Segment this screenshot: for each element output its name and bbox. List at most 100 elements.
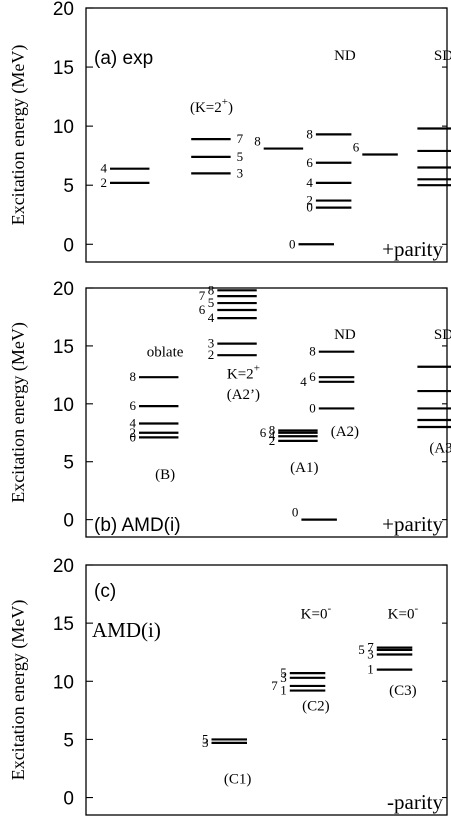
y-tick-label: 10 xyxy=(53,395,74,416)
spin-label: 5 xyxy=(202,731,209,746)
y-tick-label: 15 xyxy=(53,337,74,358)
y-tick-label: 5 xyxy=(63,176,74,197)
spin-label: 6 xyxy=(306,155,313,170)
annotation-a1: (A1) xyxy=(290,460,318,476)
spin-label: 0 xyxy=(306,200,313,215)
spin-label: 6 xyxy=(130,398,137,413)
spin-label: 5 xyxy=(358,642,365,657)
band: 7 53 xyxy=(191,131,244,180)
spin-label: 8 xyxy=(208,282,215,297)
plot-frame xyxy=(85,7,448,263)
y-tick-label: 0 xyxy=(63,511,74,532)
spin-label: 2 xyxy=(306,193,313,208)
spin-label: 8 xyxy=(269,422,276,437)
spin-label: 4 xyxy=(130,416,137,431)
spin-label: 4 xyxy=(101,161,108,176)
spin-label: 3 xyxy=(237,165,244,180)
annotation-sd: SD xyxy=(434,48,451,64)
spin-label: 8 xyxy=(309,344,316,359)
annotation-c3: (C3) xyxy=(389,683,417,699)
spin-label: 4 xyxy=(306,175,313,190)
spin-label: 7 xyxy=(199,288,206,303)
spin-label: 3 xyxy=(367,647,374,662)
spin-label: 3 xyxy=(280,670,287,685)
spin-label: 0 xyxy=(130,429,137,444)
annotation-a2: (A2) xyxy=(331,424,359,440)
band: 6 xyxy=(353,139,398,156)
band: 86 42 xyxy=(260,422,318,448)
band: 0 xyxy=(292,505,337,521)
y-tick-label: 5 xyxy=(63,453,74,474)
annotation-c2-k: K=0- xyxy=(301,602,332,622)
spin-label: 7 xyxy=(237,131,244,146)
y-tick-label: 10 xyxy=(53,117,74,138)
band: 87 564 32 xyxy=(199,282,257,362)
y-tick-label: 20 xyxy=(53,0,74,20)
annotation-sd: SD xyxy=(434,327,451,343)
band: 8 6 4 20 xyxy=(306,126,352,215)
y-tick-label: 20 xyxy=(53,279,74,300)
spin-label: 3 xyxy=(202,735,209,750)
band: 53 xyxy=(202,731,247,750)
panel-label: (c) xyxy=(94,581,116,602)
y-tick-label: 15 xyxy=(53,58,74,79)
spin-label: 6 xyxy=(199,302,206,317)
spin-label: 7 xyxy=(271,678,278,693)
band: 75 31 xyxy=(358,640,413,677)
panel-label: (b) AMD(i) xyxy=(94,515,181,536)
spin-label: 5 xyxy=(280,665,287,680)
spin-label: 4 xyxy=(208,310,215,325)
y-tick-label: 0 xyxy=(63,235,74,256)
annotation-a2p-k: K=2+ xyxy=(227,362,260,382)
y-tick-label: 5 xyxy=(63,730,74,751)
spin-label: 4 xyxy=(269,428,276,443)
spin-label: 8 xyxy=(254,134,261,149)
band: 42 xyxy=(101,161,150,190)
annotation-b: (B) xyxy=(155,467,175,483)
spin-label: 6 xyxy=(309,369,316,384)
annotation-c2: (C2) xyxy=(302,698,330,714)
y-tick-label: 0 xyxy=(63,789,74,810)
spin-label: 4 xyxy=(300,374,307,389)
spin-label: 3 xyxy=(208,336,215,351)
annotation-a2p: (A2’) xyxy=(227,387,260,403)
spin-label: 0 xyxy=(309,400,316,415)
y-tick-label: 15 xyxy=(53,614,74,635)
spin-label: 1 xyxy=(367,662,374,677)
spin-label: 0 xyxy=(289,236,296,251)
y-tick-label: 20 xyxy=(53,556,74,577)
annotation-a3: (A3) xyxy=(429,440,451,456)
annotation-nd: ND xyxy=(334,327,356,343)
plot-frame xyxy=(85,564,448,816)
annotation-oblate: oblate xyxy=(147,344,184,360)
spin-label: 7 xyxy=(367,640,374,655)
spin-label: 8 xyxy=(130,369,137,384)
spin-label: 1 xyxy=(280,683,287,698)
parity-label: -parity xyxy=(387,790,443,814)
band: 8 xyxy=(254,134,304,150)
parity-label: +parity xyxy=(382,237,443,261)
panel-sublabel: AMD(i) xyxy=(92,618,161,642)
y-axis-label: Excitation energy (MeV) xyxy=(8,45,29,226)
spin-label: 8 xyxy=(306,126,313,141)
annotation-nd: ND xyxy=(334,48,356,64)
spin-label: 2 xyxy=(269,433,276,448)
spin-label: 5 xyxy=(208,295,215,310)
band: 8 6 420 xyxy=(130,369,179,444)
y-tick-label: 10 xyxy=(53,672,74,693)
annotation-kband: (K=2+) xyxy=(190,96,233,116)
spin-label: 2 xyxy=(130,425,137,440)
spin-label: 6 xyxy=(353,139,360,154)
spin-label: 6 xyxy=(260,425,267,440)
annotation-c3-k: K=0- xyxy=(388,602,419,622)
spin-label: 2 xyxy=(101,175,108,190)
spin-label: 0 xyxy=(292,505,299,520)
plot-frame xyxy=(85,287,448,538)
parity-label: +parity xyxy=(382,512,443,536)
spin-label: 5 xyxy=(237,149,244,164)
annotation-c1: (C1) xyxy=(224,772,252,788)
